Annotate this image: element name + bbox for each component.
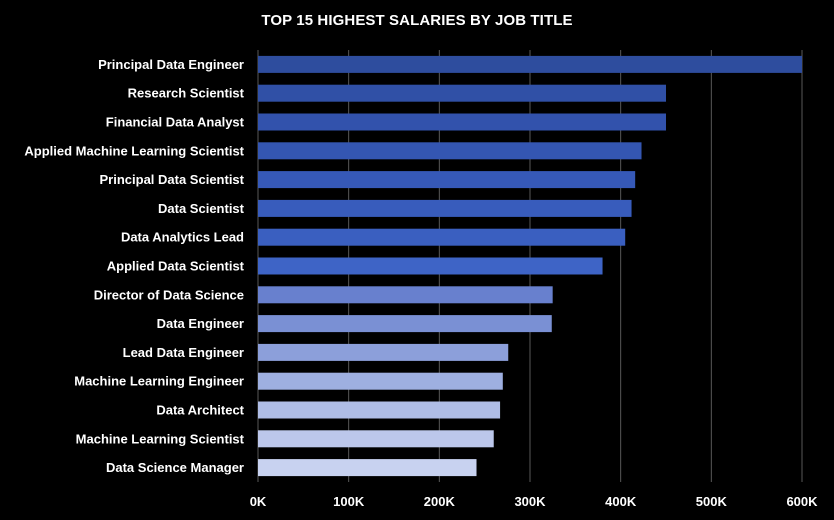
x-tick-label: 500K: [696, 494, 728, 509]
category-label: Research Scientist: [128, 86, 245, 101]
bar: [258, 84, 666, 102]
category-label: Data Engineer: [157, 316, 244, 331]
x-tick-label: 0K: [250, 494, 267, 509]
bar: [258, 343, 509, 361]
x-tick-label: 600K: [786, 494, 818, 509]
chart-title: TOP 15 HIGHEST SALARIES BY JOB TITLE: [261, 12, 573, 29]
x-tick-labels: 0K 100K 200K 300K 400K 500K 600K: [250, 494, 818, 509]
category-labels: Principal Data Engineer Research Scientis…: [24, 57, 244, 475]
bar: [258, 430, 494, 448]
bar: [258, 257, 603, 275]
category-label: Data Science Manager: [106, 460, 244, 475]
category-label: Machine Learning Scientist: [76, 431, 245, 446]
bar: [258, 401, 501, 419]
category-label: Financial Data Analyst: [106, 115, 245, 130]
bar: [258, 199, 632, 217]
bar: [258, 55, 802, 73]
bar: [258, 372, 503, 390]
category-label: Data Scientist: [158, 201, 245, 216]
x-tick-label: 300K: [514, 494, 546, 509]
bar: [258, 113, 666, 131]
bar: [258, 228, 626, 246]
category-label: Applied Data Scientist: [107, 259, 245, 274]
x-tick-label: 400K: [605, 494, 637, 509]
category-label: Data Analytics Lead: [121, 230, 244, 245]
bar: [258, 459, 477, 477]
category-label: Lead Data Engineer: [123, 345, 244, 360]
category-label: Machine Learning Engineer: [74, 374, 244, 389]
category-label: Director of Data Science: [94, 287, 244, 302]
bars: [258, 55, 802, 477]
bar: [258, 171, 636, 189]
category-label: Data Architect: [156, 403, 244, 418]
bar: [258, 286, 553, 304]
x-tick-label: 200K: [424, 494, 456, 509]
category-label: Principal Data Scientist: [100, 172, 245, 187]
category-label: Principal Data Engineer: [98, 57, 244, 72]
bar: [258, 315, 552, 333]
category-label: Applied Machine Learning Scientist: [24, 143, 244, 158]
x-tick-label: 100K: [333, 494, 365, 509]
bar: [258, 142, 642, 160]
